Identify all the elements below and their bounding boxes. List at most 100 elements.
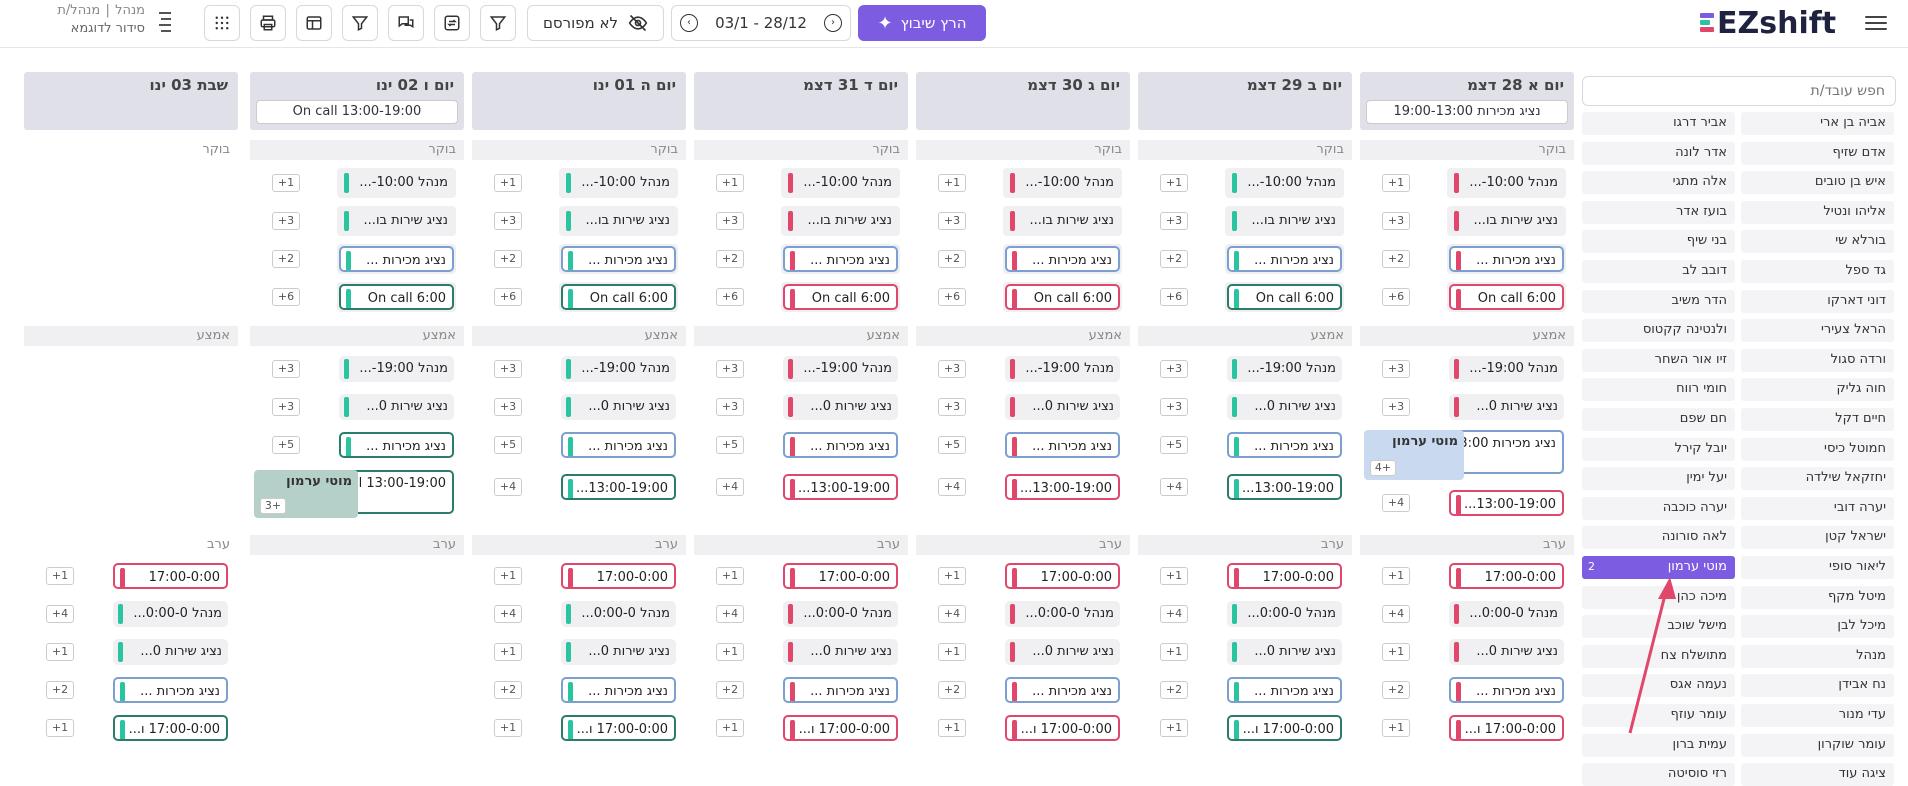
shift-count-badge[interactable]: +4 xyxy=(938,605,966,623)
shift-slot[interactable]: On call 6:00 xyxy=(1227,284,1342,310)
employee-item-selected[interactable]: מוטי ערמון 2 xyxy=(1582,556,1735,579)
shift-count-badge[interactable]: +3 xyxy=(1160,212,1188,230)
employee-item[interactable]: מיכל לבן xyxy=(1741,615,1894,639)
chevron-left-icon[interactable]: ‹ xyxy=(680,14,698,32)
layout-button[interactable] xyxy=(296,5,332,41)
shift-slot[interactable]: נציג מכירות ... xyxy=(1227,432,1342,458)
employee-item[interactable]: יובל קירל xyxy=(1582,437,1735,461)
shift-slot[interactable]: נציג מכירות ... xyxy=(1227,677,1342,703)
shift-count-badge[interactable]: +2 xyxy=(716,250,744,268)
employee-item[interactable]: ליאור סופי xyxy=(1741,556,1894,579)
shift-slot[interactable]: 17:00-0:00 xyxy=(1449,563,1564,589)
shift-slot[interactable]: נציג שירות 0... xyxy=(561,639,676,665)
publish-status-button[interactable]: לא מפורסם xyxy=(527,5,664,41)
shift-count-badge[interactable]: +1 xyxy=(1382,719,1410,737)
shift-slot[interactable]: On call 6:00 xyxy=(1449,284,1564,310)
shift-count-badge[interactable]: +2 xyxy=(938,250,966,268)
shift-slot[interactable]: מנהל 0:00-0... xyxy=(561,601,676,627)
shift-slot[interactable]: 17:00-0:00 xyxy=(1005,563,1120,589)
shift-count-badge[interactable]: +1 xyxy=(716,643,744,661)
shift-count-badge[interactable]: +6 xyxy=(716,288,744,306)
shift-slot[interactable]: נציג שירות בו... xyxy=(783,208,898,234)
shift-slot[interactable]: נציג שירות 0... xyxy=(339,394,454,420)
shift-slot[interactable]: מנהל 0:00-0... xyxy=(1005,601,1120,627)
shift-slot[interactable]: מנהל 10:00-... xyxy=(339,170,454,196)
shift-count-badge[interactable]: +2 xyxy=(716,681,744,699)
shift-slot[interactable]: 17:00-0:00 ו... xyxy=(1449,715,1564,741)
employee-item[interactable]: חם שפם xyxy=(1582,408,1735,431)
shift-count-badge[interactable]: +3 xyxy=(938,398,966,416)
employee-item[interactable]: אדם שזיף xyxy=(1741,141,1894,165)
employee-item[interactable]: לאה סורונה xyxy=(1582,526,1735,550)
employee-item[interactable]: דוני דארקו xyxy=(1741,289,1894,313)
shift-slot[interactable]: נציג מכירות ... xyxy=(783,432,898,458)
shift-slot[interactable]: מנהל 19:00-... xyxy=(1227,356,1342,382)
employee-item[interactable]: איש בן טובים xyxy=(1741,171,1894,195)
shift-slot[interactable]: 17:00-0:00 xyxy=(1227,563,1342,589)
shift-count-badge[interactable]: +1 xyxy=(46,643,74,661)
shift-slot[interactable]: נציג שירות 0... xyxy=(1227,394,1342,420)
day-oncall-banner[interactable]: On call 13:00-19:00 xyxy=(256,100,458,124)
shift-count-badge[interactable]: +2 xyxy=(1382,250,1410,268)
employee-item[interactable]: מיכה כהן xyxy=(1582,585,1735,609)
shift-count-badge[interactable]: +1 xyxy=(938,643,966,661)
shift-count-badge[interactable]: +3 xyxy=(716,212,744,230)
shift-slot[interactable]: מנהל 19:00-... xyxy=(339,356,454,382)
employee-item[interactable]: הדר משיב xyxy=(1582,289,1735,313)
shift-slot-tall[interactable]: נציג מכירות 19:00-13:00 xyxy=(1449,430,1564,474)
shift-slot[interactable]: נציג שירות 0... xyxy=(1005,639,1120,665)
shift-slot[interactable]: 17:00-0:00 xyxy=(561,563,676,589)
employee-item[interactable]: מישל שוכב xyxy=(1582,615,1735,639)
shift-slot[interactable]: 13:00-19:00... xyxy=(783,474,898,500)
shift-slot[interactable]: 17:00-0:00 xyxy=(783,563,898,589)
shift-count-badge[interactable]: +6 xyxy=(494,288,522,306)
shift-slot[interactable]: מנהל 19:00-... xyxy=(1449,356,1564,382)
shift-slot[interactable]: נציג מכירות ... xyxy=(783,677,898,703)
shift-slot[interactable]: 13:00-19:00... xyxy=(1005,474,1120,500)
employee-item[interactable]: בועז אדר xyxy=(1582,200,1735,224)
employee-item[interactable]: יערה דובי xyxy=(1741,496,1894,520)
shift-count-badge[interactable]: +1 xyxy=(1160,567,1188,585)
shift-count-badge[interactable]: +3 xyxy=(494,398,522,416)
employee-search-input[interactable] xyxy=(1582,76,1896,106)
shift-count-badge[interactable]: +2 xyxy=(1160,681,1188,699)
shift-count-badge[interactable]: +1 xyxy=(716,719,744,737)
shift-count-badge[interactable]: +3 xyxy=(1382,212,1410,230)
chevron-right-icon[interactable]: › xyxy=(824,14,842,32)
shift-count-badge[interactable]: +5 xyxy=(938,436,966,454)
shift-slot[interactable]: נציג מכירות ... xyxy=(561,246,676,272)
shift-count-badge[interactable]: +2 xyxy=(46,681,74,699)
shift-count-badge[interactable]: +4 xyxy=(1382,605,1410,623)
menu-icon[interactable] xyxy=(1865,12,1887,34)
shift-count-badge[interactable]: +5 xyxy=(272,436,300,454)
shift-slot[interactable]: נציג שירות 0... xyxy=(1449,639,1564,665)
shift-count-badge[interactable]: +6 xyxy=(1160,288,1188,306)
employee-item[interactable]: מתושלח צח xyxy=(1582,644,1735,668)
shift-count-badge[interactable]: +3 xyxy=(716,360,744,378)
shift-slot[interactable]: נציג מכירות ... xyxy=(1449,677,1564,703)
shift-count-badge[interactable]: +2 xyxy=(1160,250,1188,268)
shift-count-badge[interactable]: +5 xyxy=(1160,436,1188,454)
filter-button[interactable] xyxy=(480,5,516,41)
shift-slot[interactable]: נציג מכירות ... xyxy=(1005,677,1120,703)
shift-count-badge[interactable]: +2 xyxy=(494,681,522,699)
employee-item[interactable]: יעל ימין xyxy=(1582,467,1735,491)
run-assignment-button[interactable]: ✦ הרץ שיבוץ xyxy=(858,5,986,41)
shift-count-badge[interactable]: +3 xyxy=(938,212,966,230)
shift-count-badge[interactable]: +4 xyxy=(494,478,522,496)
employee-item[interactable]: חיים דקל xyxy=(1741,408,1894,431)
list-toggle-icon[interactable] xyxy=(158,10,172,34)
shift-slot[interactable]: נציג שירות 0... xyxy=(1449,394,1564,420)
employee-item[interactable]: עדי מנור xyxy=(1741,704,1894,727)
shift-slot[interactable]: מנהל 0:00-0... xyxy=(1227,601,1342,627)
shift-slot[interactable]: נציג שירות 0... xyxy=(1005,394,1120,420)
shift-slot[interactable]: נציג שירות 0... xyxy=(113,639,228,665)
apps-button[interactable] xyxy=(204,5,240,41)
shift-slot[interactable]: נציג שירות 0... xyxy=(1227,639,1342,665)
employee-item[interactable]: יערה כוכבה xyxy=(1582,496,1735,520)
shift-slot[interactable]: 17:00-0:00 ו... xyxy=(113,715,228,741)
shift-slot[interactable]: נציג שירות 0... xyxy=(783,394,898,420)
employee-item[interactable]: בורלא שי xyxy=(1741,230,1894,254)
shift-count-badge[interactable]: +3 xyxy=(1160,360,1188,378)
shift-count-badge[interactable]: +6 xyxy=(272,288,300,306)
